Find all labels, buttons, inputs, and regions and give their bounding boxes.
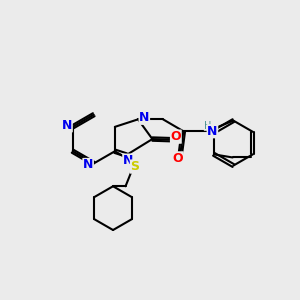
Text: N: N [123, 154, 133, 167]
Text: N: N [62, 119, 72, 132]
Text: N: N [83, 158, 93, 172]
Text: N: N [139, 111, 149, 124]
Text: N: N [207, 125, 218, 138]
Text: H: H [204, 121, 212, 130]
Text: O: O [170, 130, 181, 143]
Text: O: O [172, 152, 183, 165]
Text: S: S [130, 160, 140, 173]
